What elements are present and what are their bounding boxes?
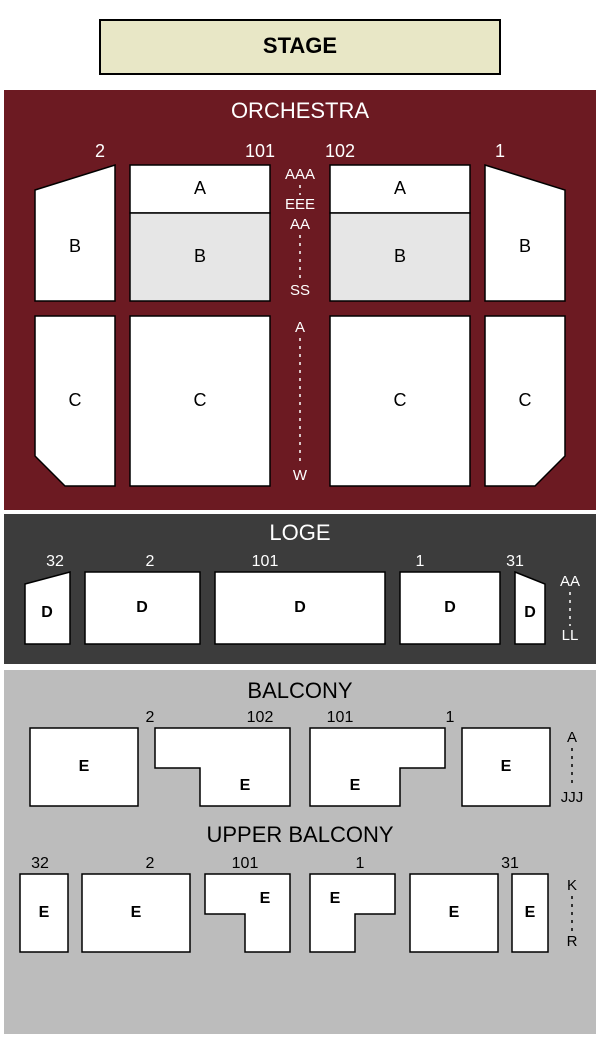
svg-text:AA: AA: [560, 573, 580, 590]
orchestra-row-marker: AA: [290, 216, 310, 233]
svg-text:E: E: [449, 904, 460, 921]
svg-text:D: D: [41, 604, 53, 621]
svg-text:E: E: [240, 777, 251, 794]
svg-text:E: E: [260, 890, 271, 907]
loge-col-label: 1: [416, 553, 425, 570]
svg-text:E: E: [330, 890, 341, 907]
orchestra-col-label: 1: [495, 141, 505, 161]
upper-balcony-col-label: 101: [232, 855, 259, 872]
upper-balcony-col-label: 2: [146, 855, 155, 872]
orchestra-row-marker: W: [293, 467, 308, 484]
upper-balcony-title: UPPER BALCONY: [206, 822, 393, 847]
balcony-col-label: 2: [146, 709, 155, 726]
svg-text:E: E: [39, 904, 50, 921]
svg-text:C: C: [194, 390, 207, 410]
svg-text:D: D: [524, 604, 536, 621]
balcony-col-label: 101: [327, 709, 354, 726]
svg-text:B: B: [394, 246, 406, 266]
svg-text:E: E: [501, 758, 512, 775]
stage-label: STAGE: [263, 33, 337, 58]
svg-text:C: C: [394, 390, 407, 410]
upper-balcony-col-label: 1: [356, 855, 365, 872]
orchestra-row-marker: AAA: [285, 166, 315, 183]
svg-text:JJJ: JJJ: [561, 789, 584, 806]
svg-text:C: C: [519, 390, 532, 410]
svg-text:E: E: [525, 904, 536, 921]
balcony-col-label: 102: [247, 709, 274, 726]
loge-col-label: 2: [146, 553, 155, 570]
loge-col-label: 31: [506, 553, 524, 570]
upper-balcony-col-label: 32: [31, 855, 49, 872]
orchestra-col-label: 101: [245, 141, 275, 161]
balcony-panel: [4, 670, 596, 1034]
orchestra-row-marker: EEE: [285, 196, 315, 213]
orchestra-row-marker: A: [295, 319, 305, 336]
svg-text:D: D: [294, 599, 306, 616]
orchestra-col-label: 2: [95, 141, 105, 161]
loge-col-label: 101: [252, 553, 279, 570]
svg-text:R: R: [567, 933, 578, 950]
svg-text:A: A: [194, 178, 206, 198]
svg-text:K: K: [567, 877, 577, 894]
svg-text:E: E: [350, 777, 361, 794]
svg-text:B: B: [69, 236, 81, 256]
svg-text:A: A: [394, 178, 406, 198]
svg-text:LL: LL: [562, 627, 579, 644]
orchestra-col-label: 102: [325, 141, 355, 161]
svg-text:E: E: [131, 904, 142, 921]
upper-balcony-col-label: 31: [501, 855, 519, 872]
svg-text:E: E: [79, 758, 90, 775]
svg-text:D: D: [136, 599, 148, 616]
svg-text:C: C: [69, 390, 82, 410]
loge-title: LOGE: [269, 520, 330, 545]
svg-text:B: B: [519, 236, 531, 256]
loge-col-label: 32: [46, 553, 64, 570]
orchestra-row-marker: SS: [290, 282, 310, 299]
svg-text:D: D: [444, 599, 456, 616]
orchestra-title: ORCHESTRA: [231, 98, 369, 123]
svg-text:A: A: [567, 729, 577, 746]
balcony-title: BALCONY: [247, 678, 352, 703]
svg-text:B: B: [194, 246, 206, 266]
balcony-col-label: 1: [446, 709, 455, 726]
